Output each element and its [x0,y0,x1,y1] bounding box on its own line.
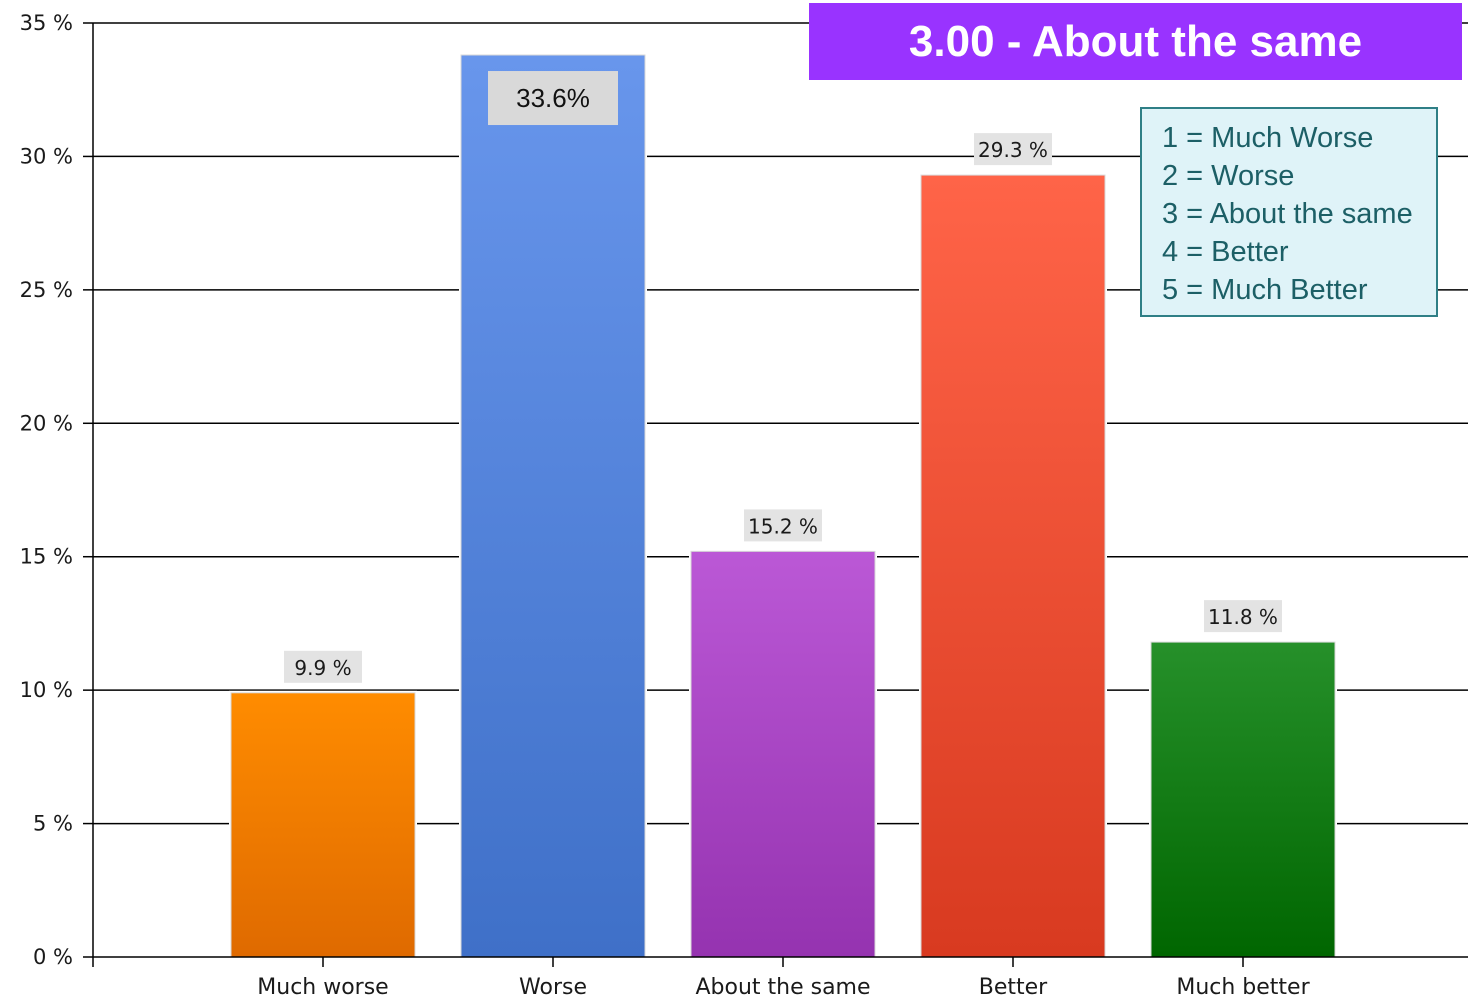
data-label: 29.3 % [978,138,1048,162]
data-label-box [744,509,822,542]
data-label: 9.9 % [294,656,351,680]
bar [230,692,416,958]
key-line-4: 4 = Better [1162,236,1289,268]
key-line-3: 3 = About the same [1162,198,1413,230]
y-tick-label: 0 % [33,945,73,969]
data-label-box [284,650,362,683]
bar [460,54,646,958]
title-banner: 3.00 - About the same [809,3,1462,80]
y-tick-label: 30 % [20,144,73,168]
y-tick-label: 5 % [33,812,73,836]
data-label: 15.2 % [748,514,818,538]
key-line-2: 2 = Worse [1162,160,1295,192]
bar [690,550,876,958]
data-label-box [974,133,1052,166]
axes [83,22,1468,967]
data-label: 33.6% [516,83,590,113]
key-line-1: 1 = Much Worse [1162,122,1374,154]
bars [229,53,1337,958]
key-line-5: 5 = Much Better [1162,274,1368,306]
x-tick-label: About the same [695,975,870,1000]
data-label-box [1204,600,1282,633]
y-tick-label: 35 % [20,11,73,35]
scale-key: 1 = Much Worse 2 = Worse 3 = About the s… [1140,107,1438,317]
x-tick-label: Much worse [257,975,388,1000]
data-label-box [488,71,618,126]
bar [920,174,1106,958]
y-tick-label: 20 % [20,411,73,435]
x-tick-label: Much better [1176,975,1310,1000]
data-label: 11.8 % [1208,605,1278,629]
x-tick-label: Better [979,975,1048,1000]
title-banner-text: 3.00 - About the same [908,16,1363,66]
labels: 0 % 5 % 10 % 15 % 20 % 25 % 30 % 35 % Much worse… [20,11,1311,1000]
y-tick-label: 25 % [20,278,73,302]
x-tick-label: Worse [519,975,587,1000]
y-tick-label: 10 % [20,678,73,702]
y-tick-label: 15 % [20,545,73,569]
bar [1150,641,1336,958]
